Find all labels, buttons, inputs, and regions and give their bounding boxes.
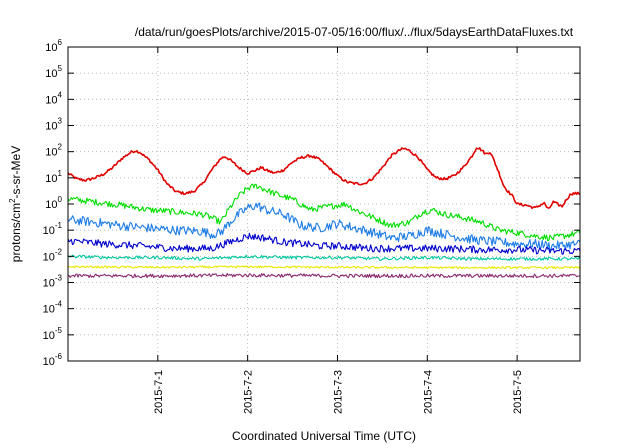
y-tick-label: 10-3 — [43, 274, 63, 290]
y-tick-label: 105 — [45, 64, 62, 80]
y-tick-exponent: 4 — [58, 90, 63, 99]
y-tick-label: 102 — [45, 143, 62, 159]
y-tick-base: 10 — [45, 199, 57, 211]
x-axis-label: Coordinated Universal Time (UTC) — [232, 429, 416, 443]
y-tick-labels: 10-610-510-410-310-210-11001011021031041… — [43, 38, 580, 368]
y-tick-label: 103 — [45, 117, 62, 133]
y-tick-base: 10 — [45, 68, 57, 80]
x-tick-labels: 2015-7-1 2015-7-2 2015-7-3 2015-7-4 2015-7-5 — [153, 47, 524, 414]
y-tick-exponent: -5 — [55, 326, 63, 335]
y-tick-label: 106 — [45, 38, 62, 54]
y-tick-base: 10 — [43, 304, 55, 316]
y-tick-exponent: 2 — [58, 143, 63, 152]
y-tick-exponent: 0 — [58, 195, 63, 204]
y-tick-label: 10-2 — [43, 247, 63, 263]
series-line-5 — [67, 265, 581, 270]
y-tick-label: 10-1 — [43, 221, 63, 237]
y-axis-label-pre: protons/cm — [9, 203, 23, 262]
y-tick-base: 10 — [43, 356, 55, 368]
y-tick-base: 10 — [43, 251, 55, 263]
y-tick-exponent: 1 — [58, 169, 63, 178]
series-line-0 — [67, 147, 581, 210]
x-tick-label: 2015-7-2 — [243, 370, 255, 414]
y-tick-label: 104 — [45, 90, 62, 106]
y-tick-exponent: -3 — [55, 274, 63, 283]
y-tick-base: 10 — [43, 225, 55, 237]
x-tick-label: 2015-7-3 — [332, 370, 344, 414]
y-tick-base: 10 — [45, 94, 57, 106]
y-tick-base: 10 — [45, 121, 57, 133]
y-tick-exponent: -4 — [55, 300, 63, 309]
y-tick-label: 10-5 — [43, 326, 63, 342]
y-tick-base: 10 — [43, 330, 55, 342]
y-tick-label: 100 — [45, 195, 62, 211]
y-axis-label-sup: 2 — [8, 198, 17, 203]
gridlines — [68, 47, 580, 361]
y-tick-label: 101 — [45, 169, 62, 185]
y-tick-exponent: 3 — [58, 117, 63, 126]
y-tick-base: 10 — [45, 147, 57, 159]
series-line-1 — [67, 183, 581, 242]
y-tick-exponent: -1 — [55, 221, 63, 230]
series-group — [67, 147, 581, 279]
series-line-2 — [67, 202, 581, 251]
x-tick-label: 2015-7-4 — [422, 370, 434, 414]
series-line-3 — [67, 232, 581, 255]
y-axis-label: protons/cm2-s-sr-MeV — [8, 146, 23, 262]
series-line-6 — [67, 272, 580, 279]
y-tick-label: 10-6 — [43, 352, 63, 368]
y-axis-label-post: -s-sr-MeV — [9, 146, 23, 199]
y-tick-label: 10-4 — [43, 300, 63, 316]
y-tick-exponent: -2 — [55, 247, 63, 256]
x-tick-label: 2015-7-1 — [153, 370, 165, 414]
chart-title: /data/run/goesPlots/archive/2015-07-05/1… — [135, 25, 574, 39]
y-tick-base: 10 — [43, 278, 55, 290]
series-line-4 — [67, 254, 581, 261]
y-tick-base: 10 — [45, 42, 57, 54]
x-tick-label: 2015-7-5 — [512, 370, 524, 414]
y-tick-base: 10 — [45, 173, 57, 185]
y-tick-exponent: 5 — [58, 64, 63, 73]
y-tick-exponent: 6 — [58, 38, 63, 47]
y-tick-exponent: -6 — [55, 352, 63, 361]
